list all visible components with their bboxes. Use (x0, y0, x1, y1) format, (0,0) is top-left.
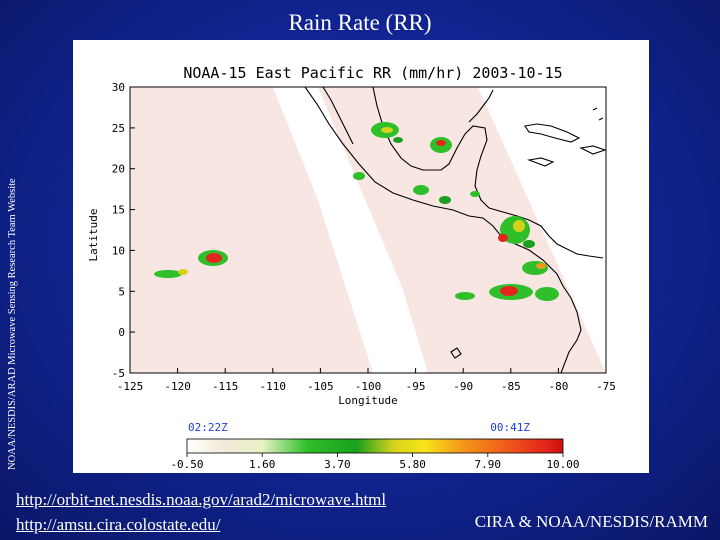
rain-cell-west-pacific (154, 250, 228, 278)
hispaniola-outline (579, 145, 606, 155)
y-tick-label: -5 (112, 367, 125, 380)
gulf-coastline (372, 87, 490, 209)
x-tick-label: -105 (307, 380, 334, 393)
coastlines (304, 87, 606, 373)
side-credit: NOAA/NESDIS/ARAD Microwave Sensing Resea… (7, 178, 18, 470)
rain-rate-map-figure: NOAA-15 East Pacific RR (mm/hr) 2003-10-… (73, 40, 649, 473)
map-title: NOAA-15 East Pacific RR (mm/hr) 2003-10-… (183, 64, 562, 82)
y-tick-label: 20 (112, 163, 125, 176)
colorbar-tick-label: 7.90 (475, 458, 502, 471)
rain-cell-mexico-coast (353, 172, 480, 204)
colorbar-tick-label: 10.00 (546, 458, 579, 471)
colorbar-tick-label: 5.80 (399, 458, 426, 471)
colorbar-tick-marks (186, 453, 564, 457)
florida-coastline (468, 89, 494, 123)
x-tick-marks (129, 368, 607, 373)
pacific-coastline (304, 87, 582, 373)
colorbar-tick-label: 1.60 (249, 458, 276, 471)
x-tick-label: -85 (501, 380, 521, 393)
y-tick-label: 10 (112, 244, 125, 257)
slide-title: Rain Rate (RR) (288, 10, 432, 35)
rain-cell-yucatan (371, 122, 403, 143)
link-microwave-website[interactable]: http://orbit-net.nesdis.noaa.gov/arad2/m… (16, 490, 387, 509)
rain-cells (154, 122, 559, 301)
cuba-outline (524, 123, 581, 143)
y-tick-label: 30 (112, 81, 125, 94)
x-tick-label: -75 (596, 380, 616, 393)
colorbar (186, 438, 564, 454)
caribbean-coastline (488, 207, 566, 249)
x-tick-label: -80 (548, 380, 568, 393)
x-tick-label: -95 (406, 380, 426, 393)
y-tick-marks (130, 86, 135, 374)
colorbar-tick-label: -0.50 (170, 458, 203, 471)
x-axis-label: Longitude (338, 394, 398, 407)
y-axis-label: Latitude (87, 209, 100, 262)
baja-coastline (322, 87, 354, 145)
rain-cell-central-america (498, 216, 535, 248)
jamaica-outline (526, 157, 555, 167)
x-tick-label: -115 (212, 380, 239, 393)
rain-cell-gulf (430, 137, 452, 153)
overpass-time-right: 00:41Z (490, 421, 530, 434)
link-amsu-website[interactable]: http://amsu.cira.colostate.edu/ (16, 515, 221, 534)
swath-west (130, 87, 373, 373)
x-tick-label: -110 (260, 380, 287, 393)
rain-cell-colombia (455, 284, 559, 301)
colorbar-tick-label: 3.70 (324, 458, 351, 471)
bahamas-outline (592, 107, 604, 121)
plot-area (130, 87, 606, 373)
rain-rate-map-svg: NOAA-15 East Pacific RR (mm/hr) 2003-10-… (87, 64, 616, 471)
x-tick-labels: -125 -120 -115 -110 -105 -100 -95 -90 -8… (117, 380, 616, 393)
y-tick-label: 0 (118, 326, 125, 339)
y-tick-label: 5 (118, 285, 125, 298)
colorbar-tick-labels: -0.50 1.60 3.70 5.80 7.90 10.00 (170, 458, 579, 471)
x-tick-label: -120 (164, 380, 191, 393)
y-tick-labels: 30 25 20 15 10 5 0 -5 (112, 81, 125, 380)
footer-credit: CIRA & NOAA/NESDIS/RAMM (474, 512, 708, 531)
x-tick-label: -90 (453, 380, 473, 393)
y-tick-label: 15 (112, 204, 125, 217)
galapagos-outline (450, 347, 462, 359)
y-tick-label: 25 (112, 122, 125, 135)
overpass-time-left: 02:22Z (188, 421, 228, 434)
swath-east (318, 87, 606, 373)
rain-cell-panama (522, 261, 548, 275)
x-tick-label: -125 (117, 380, 144, 393)
x-tick-label: -100 (355, 380, 382, 393)
south-america-coastline (564, 247, 604, 259)
